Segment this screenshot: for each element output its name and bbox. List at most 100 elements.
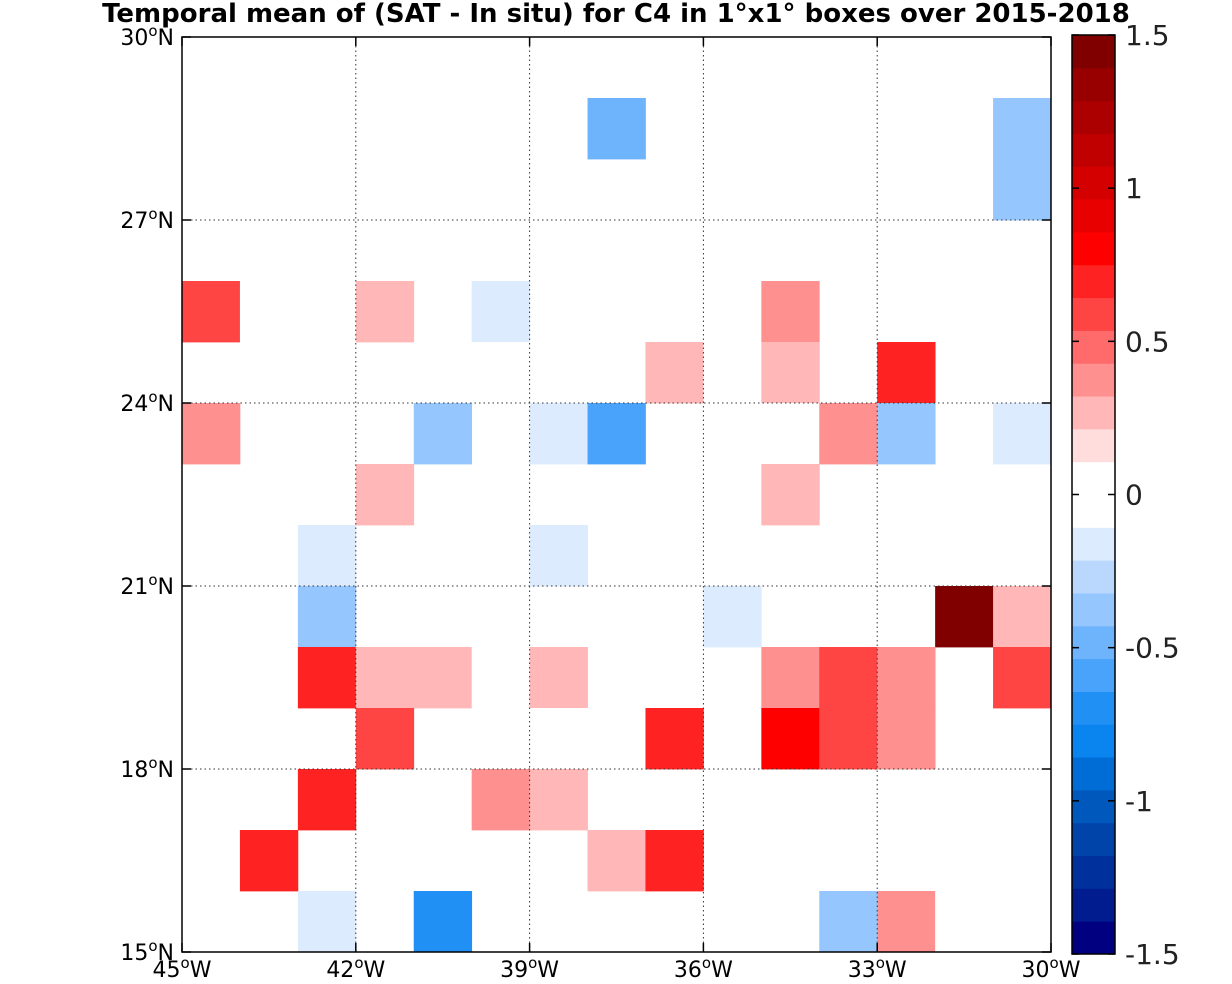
heatmap-cell <box>355 281 415 343</box>
heatmap-cell <box>413 647 473 709</box>
heatmap-cell <box>587 281 646 343</box>
heatmap-cell <box>877 891 936 953</box>
colorbar-tick-label: 1.5 <box>1125 19 1170 52</box>
colorbar-band <box>1072 461 1115 495</box>
heatmap-cell <box>703 342 762 404</box>
heatmap-cell <box>529 708 588 770</box>
heatmap-cell <box>529 769 588 831</box>
colorbar-band <box>1072 35 1115 69</box>
heatmap-cell <box>239 281 299 343</box>
heatmap-cell <box>819 891 878 953</box>
colorbar-band <box>1072 494 1115 528</box>
heatmap-cell <box>587 830 646 892</box>
colorbar-ticks <box>1072 34 1115 955</box>
heatmap-cell <box>993 647 1052 709</box>
x-tick-label: 39oW <box>500 954 559 983</box>
heatmap-cell <box>761 647 820 709</box>
colorbar-band <box>1072 199 1115 233</box>
colorbar-band <box>1072 67 1115 102</box>
plot-frame <box>181 36 1052 953</box>
heatmap-cell <box>877 708 936 770</box>
colorbar-labels: 1.5 1 0.5 0 -0.5 -1 -1.5 <box>1125 19 1180 971</box>
heatmap-cell <box>819 708 878 770</box>
colorbar-band <box>1072 921 1115 955</box>
x-tick-label: 33oW <box>848 954 907 983</box>
heatmap-cell <box>703 586 762 648</box>
colorbar-band <box>1072 691 1115 725</box>
heatmap-cell <box>587 220 646 282</box>
heatmap-cell <box>587 98 646 160</box>
heatmap-cell <box>645 647 704 709</box>
colorbar-band <box>1072 264 1115 299</box>
heatmap-cell <box>413 403 473 465</box>
heatmap-cell <box>471 281 530 343</box>
heatmap-cell <box>239 830 299 892</box>
y-tick-label: 15oN <box>120 937 174 966</box>
y-tick-labels: 15oN 18oN 21oN 24oN 27oN 30oN <box>120 22 174 966</box>
colorbar-band <box>1072 428 1115 463</box>
heatmap-cell <box>297 647 357 709</box>
heatmap-cell <box>819 647 878 709</box>
heatmap-cell <box>645 281 704 343</box>
heatmap-cell <box>993 98 1052 160</box>
heatmap-cell <box>413 586 473 648</box>
heatmap-cell <box>297 891 357 953</box>
heatmap-cell <box>529 403 588 465</box>
heatmap-cell <box>761 281 820 343</box>
colorbar-band <box>1072 822 1115 857</box>
axis-ticks <box>181 36 1052 953</box>
heatmap-cell <box>761 403 820 465</box>
y-tick-label: 18oN <box>120 754 174 783</box>
heatmap-cell <box>297 586 357 648</box>
heatmap-cell <box>877 647 936 709</box>
heatmap-cell <box>877 342 936 404</box>
heatmap-cell <box>645 586 704 648</box>
colorbar-tick-label: -0.5 <box>1125 632 1180 665</box>
heatmap-cell <box>877 403 936 465</box>
heatmap-cell <box>703 525 762 587</box>
heatmap-cell <box>413 220 473 282</box>
colorbar-band <box>1072 363 1115 397</box>
heatmap-cell <box>645 342 704 404</box>
heatmap-cell <box>297 525 357 587</box>
colorbar-band <box>1072 592 1115 627</box>
colorbar-band <box>1072 166 1115 200</box>
y-tick-label: 24oN <box>120 388 174 417</box>
x-tick-labels: 45oW 42oW 39oW 36oW 33oW 30oW <box>153 954 1081 983</box>
chart-title: Temporal mean of (SAT - In situ) for C4 … <box>102 0 1130 29</box>
heatmap-cell <box>819 403 878 465</box>
colorbar-band <box>1072 231 1115 266</box>
heatmap-cell <box>761 464 820 526</box>
colorbar-bands <box>1072 35 1115 955</box>
heatmap-cell <box>587 708 646 770</box>
x-tick-label: 36oW <box>674 954 733 983</box>
colorbar-band <box>1072 625 1115 660</box>
heatmap-cell <box>877 830 936 892</box>
heatmap-cell <box>413 342 473 404</box>
grid-lines <box>182 37 1051 952</box>
heatmap-cell <box>182 403 241 465</box>
colorbar-band <box>1072 560 1115 594</box>
y-tick-label: 21oN <box>120 571 174 600</box>
heatmap-cells <box>182 98 1052 953</box>
colorbar-band <box>1072 888 1115 922</box>
heatmap-cell <box>993 403 1052 465</box>
x-tick-label: 45oW <box>153 954 212 983</box>
colorbar-band <box>1072 297 1115 331</box>
heatmap-cell <box>529 525 588 587</box>
heatmap-cell <box>761 342 820 404</box>
colorbar-band <box>1072 330 1115 364</box>
heatmap-cell <box>471 769 530 831</box>
heatmap-cell <box>587 403 646 465</box>
heatmap-cell <box>993 159 1052 221</box>
heatmap-cell <box>645 830 704 892</box>
colorbar-tick-label: -1 <box>1125 785 1153 818</box>
heatmap-cell <box>529 647 588 709</box>
heatmap-cell <box>182 281 241 343</box>
heatmap-cell <box>355 708 415 770</box>
heatmap-cell <box>471 342 530 404</box>
heatmap-cell <box>529 342 588 404</box>
colorbar-tick-label: 1 <box>1125 172 1143 205</box>
colorbar-tick-label: 0 <box>1125 479 1143 512</box>
